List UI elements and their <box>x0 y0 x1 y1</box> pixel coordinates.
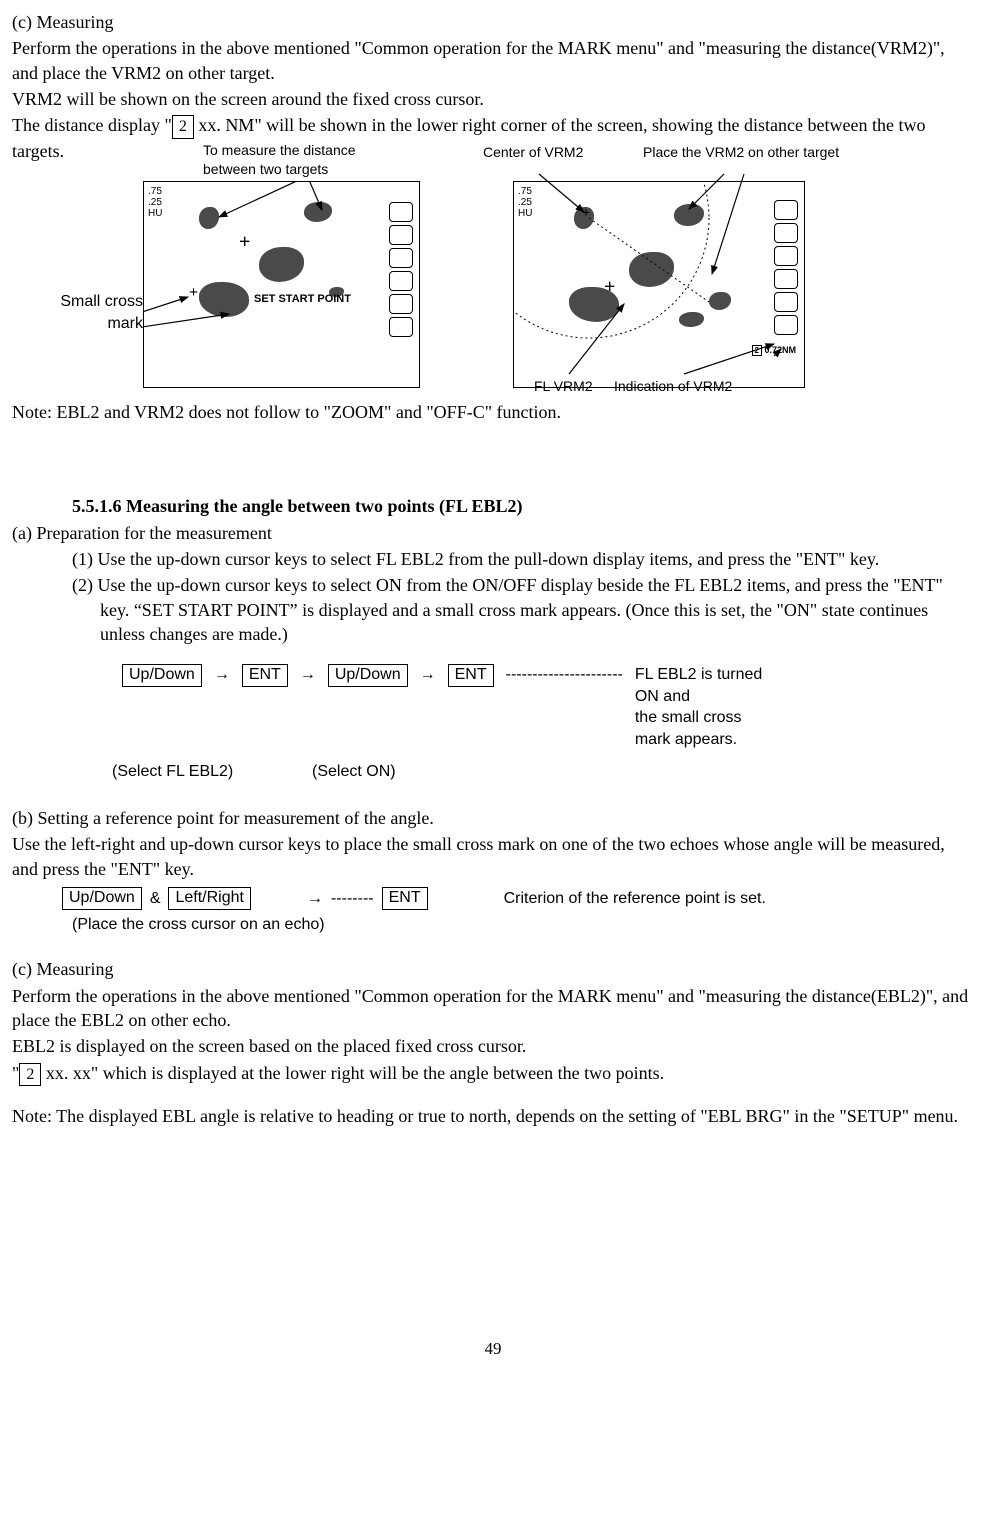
readout: 2 0.72NM <box>752 344 796 357</box>
diagram-left-box: .75 .25 HU + + SET START POINT <box>143 181 420 388</box>
section-c2-p3: "2 xx. xx" which is displayed at the low… <box>12 1061 974 1087</box>
arrow-icon: → <box>300 664 316 686</box>
section-c2-p2: EBL2 is displayed on the screen based on… <box>12 1034 974 1058</box>
sequence-1: Up/Down → ENT → Up/Down → ENT ----------… <box>122 664 974 750</box>
right-cap2: Place the VRM2 on other target <box>643 143 839 162</box>
diagram-right-box: .75 .25 HU + + <box>513 181 805 388</box>
small-cross-mark: + <box>189 285 198 301</box>
scale-text-right: .75 .25 HU <box>518 186 532 219</box>
softkey <box>389 248 413 268</box>
left-side-label: Small cross mark <box>23 291 143 334</box>
echo-blob <box>709 292 731 310</box>
section-c2-heading: (c) Measuring <box>12 957 974 981</box>
dashes: -------- <box>331 888 374 910</box>
c2-p3-b: xx. xx" which is displayed at the lower … <box>41 1063 664 1083</box>
dashes: ---------------------- <box>506 664 623 686</box>
echo-blob <box>304 202 332 222</box>
seq2-sub: (Place the cross cursor on an echo) <box>72 914 974 936</box>
page-number: 49 <box>12 1338 974 1361</box>
arrow-icon: → <box>307 888 323 910</box>
section-a-item2: (2) Use the up-down cursor keys to selec… <box>72 573 974 646</box>
section-c2-p1: Perform the operations in the above ment… <box>12 984 974 1033</box>
readout-val: 0.72NM <box>764 345 796 355</box>
heading-5516: 5.5.1.6 Measuring the angle between two … <box>72 494 974 518</box>
section-a-item1: (1) Use the up-down cursor keys to selec… <box>72 547 974 571</box>
diagram-row: To measure the distance between two targ… <box>12 181 974 388</box>
left-caption: To measure the distance between two targ… <box>203 141 356 179</box>
softkey <box>389 271 413 291</box>
fl-vrm2-label: FL VRM2 <box>534 377 593 396</box>
echo-blob <box>674 204 704 226</box>
c2-p3-a: " <box>12 1063 19 1083</box>
section-c2-note: Note: The displayed EBL angle is relativ… <box>12 1104 974 1128</box>
section-c-p2: VRM2 will be shown on the screen around … <box>12 87 974 111</box>
ind-vrm2-label: Indication of VRM2 <box>614 377 732 396</box>
softkey <box>774 269 798 289</box>
key-ent: ENT <box>448 664 494 687</box>
softkeys-right <box>774 200 798 335</box>
ampersand: & <box>150 888 161 910</box>
softkey <box>774 200 798 220</box>
section-c-p1: Perform the operations in the above ment… <box>12 36 974 85</box>
echo-blob <box>199 207 219 229</box>
p3-a: The distance display " <box>12 115 172 135</box>
echo-blob <box>629 252 674 287</box>
section-b-heading: (b) Setting a reference point for measur… <box>12 806 974 830</box>
cross-mark: + <box>604 277 615 297</box>
softkey <box>774 246 798 266</box>
softkeys-left <box>389 202 413 337</box>
key-updown: Up/Down <box>62 887 142 910</box>
section-a-heading: (a) Preparation for the measurement <box>12 521 974 545</box>
softkey <box>774 223 798 243</box>
seq2-result: Criterion of the reference point is set. <box>504 888 766 910</box>
echo-blob <box>199 282 249 317</box>
softkey <box>774 315 798 335</box>
seq1-sub1: (Select FL EBL2) <box>112 761 312 783</box>
arrow-icon: → <box>214 664 230 686</box>
seq1-sub2: (Select ON) <box>312 761 396 783</box>
section-c-heading: (c) Measuring <box>12 10 974 34</box>
softkey <box>774 292 798 312</box>
softkey <box>389 225 413 245</box>
section-b-p1: Use the left-right and up-down cursor ke… <box>12 832 974 881</box>
echo-blob <box>259 247 304 282</box>
set-start-label: SET START POINT <box>254 292 351 307</box>
key-updown: Up/Down <box>122 664 202 687</box>
key-ent: ENT <box>242 664 288 687</box>
readout-box: 2 <box>752 345 762 356</box>
seq1-sublabels: (Select FL EBL2) (Select ON) <box>112 761 974 783</box>
softkey <box>389 202 413 222</box>
arrow-icon: → <box>420 664 436 686</box>
softkey <box>389 317 413 337</box>
key-updown: Up/Down <box>328 664 408 687</box>
key-leftright: Left/Right <box>168 887 250 910</box>
echo-blob <box>679 312 704 327</box>
cross-mark: + <box>239 232 250 252</box>
arrows-right <box>474 144 904 394</box>
key-ent: ENT <box>382 887 428 910</box>
softkey <box>389 294 413 314</box>
right-cap1: Center of VRM2 <box>483 143 583 162</box>
sequence-2: Up/Down & Left/Right → -------- ENT Crit… <box>62 887 974 910</box>
diagram-left-col: To measure the distance between two targ… <box>83 181 443 388</box>
key-2-box: 2 <box>19 1063 41 1087</box>
diagram-right-col: Center of VRM2 Place the VRM2 on other t… <box>473 181 903 388</box>
key-2-box: 2 <box>172 115 194 139</box>
vrm-center-mark: + <box>582 207 590 221</box>
note-zoom: Note: EBL2 and VRM2 does not follow to "… <box>12 400 974 424</box>
scale-text-left: .75 .25 HU <box>148 186 162 219</box>
seq1-result: FL EBL2 is turned ON and the small cross… <box>635 664 762 750</box>
